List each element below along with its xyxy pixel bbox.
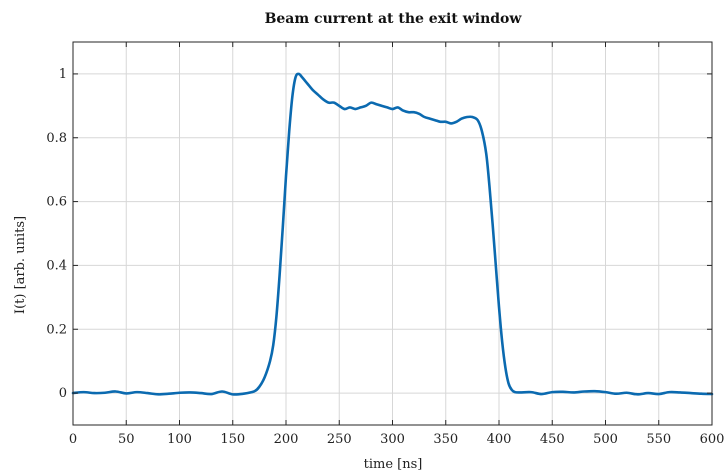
y-tick-label: 1: [59, 67, 67, 82]
x-tick-label: 300: [380, 432, 405, 447]
y-tick-label: 0.4: [46, 258, 67, 273]
y-tick-label: 0.8: [46, 131, 67, 146]
x-axis-label: time [ns]: [364, 457, 423, 472]
series-layer: [71, 72, 714, 396]
x-tick-label: 150: [220, 432, 245, 447]
y-tick-labels: 0 0.2 0.4 0.6 0.8 1: [46, 67, 67, 401]
x-tick-label: 450: [540, 432, 565, 447]
y-tick-label: 0.6: [46, 195, 67, 210]
x-tick-label: 600: [700, 432, 725, 447]
x-tick-label: 100: [167, 432, 192, 447]
x-tick-label: 200: [274, 432, 299, 447]
grid: [73, 42, 712, 425]
y-tick-label: 0.2: [46, 322, 67, 337]
x-tick-label: 250: [327, 432, 352, 447]
chart-title: Beam current at the exit window: [265, 11, 523, 27]
y-tick-label: 0: [59, 386, 67, 401]
ticks: [72, 42, 713, 425]
x-tick-label: 0: [69, 432, 77, 447]
x-tick-labels: 0 50 100 150 200 250 300 350 400 450 500 550 600: [69, 432, 725, 447]
beam-current-line: [71, 72, 714, 396]
x-tick-label: 400: [487, 432, 512, 447]
x-tick-label: 500: [593, 432, 618, 447]
y-axis-label: I(t) [arb. units]: [13, 216, 28, 314]
x-tick-label: 50: [118, 432, 135, 447]
x-tick-label: 550: [646, 432, 671, 447]
x-tick-label: 350: [433, 432, 458, 447]
